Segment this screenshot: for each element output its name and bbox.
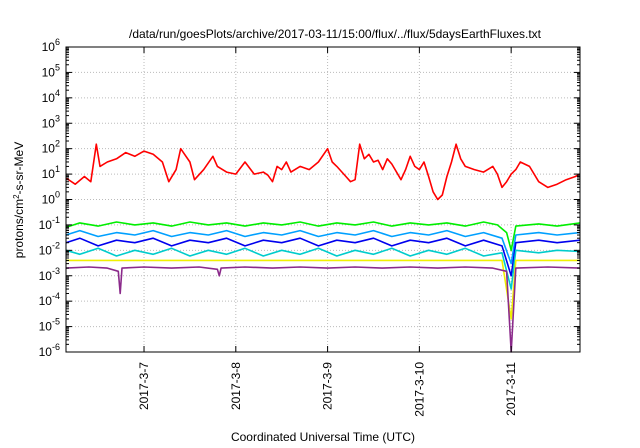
y-tick-label-exp: -3	[52, 266, 60, 276]
y-tick-label-base: 10	[42, 65, 56, 79]
x-tick-label: 2017-3-9	[321, 362, 335, 410]
y-tick-label-exp: -1	[52, 215, 60, 225]
y-tick-label-base: 10	[39, 345, 53, 359]
x-tick-label: 2017-3-7	[137, 362, 151, 410]
y-axis-label-sup: 2	[12, 194, 21, 199]
y-tick-label-base: 10	[39, 243, 53, 257]
y-tick-label: 10-6	[39, 342, 60, 359]
y-tick-label: 10-2	[39, 240, 60, 257]
y-tick-label: 10-5	[39, 317, 60, 334]
y-tick-label-base: 10	[42, 193, 56, 207]
y-tick-label-base: 10	[39, 294, 53, 308]
y-tick-label: 106	[42, 37, 60, 54]
axes: 10-610-510-410-310-210-11001011021031041…	[39, 37, 580, 417]
y-tick-label: 102	[42, 139, 60, 156]
y-axis-label-suffix: -s-sr-MeV	[12, 142, 26, 195]
series-line-3	[65, 237, 581, 277]
x-tick-label: 2017-3-10	[412, 362, 426, 417]
x-axis-label: Coordinated Universal Time (UTC)	[231, 430, 415, 444]
series-lines	[65, 143, 581, 353]
y-tick-label-exp: -6	[52, 342, 60, 352]
y-tick-label-exp: -5	[52, 317, 60, 327]
y-tick-label-base: 10	[42, 142, 56, 156]
y-tick-label: 103	[42, 113, 60, 130]
y-tick-label-base: 10	[39, 320, 53, 334]
plot-frame	[65, 46, 581, 353]
y-axis-label-prefix: protons/cm	[12, 199, 26, 258]
y-tick-label-base: 10	[39, 269, 53, 283]
series-line-6	[65, 266, 581, 353]
y-tick-label: 10-1	[39, 215, 60, 232]
y-tick-label: 100	[42, 190, 60, 207]
y-tick-label-exp: -4	[52, 291, 60, 301]
y-tick-label-base: 10	[42, 167, 56, 181]
x-tick-label: 2017-3-8	[229, 362, 243, 410]
y-tick-label-exp: 3	[55, 113, 60, 123]
y-tick-label-exp: 2	[55, 139, 60, 149]
grid-lines	[66, 47, 580, 352]
y-tick-label-exp: 4	[55, 88, 60, 98]
y-tick-label: 101	[42, 164, 60, 181]
y-tick-label-exp: 6	[55, 37, 60, 47]
series-line-2	[65, 229, 581, 265]
chart-title: /data/run/goesPlots/archive/2017-03-11/1…	[129, 27, 542, 41]
y-tick-label: 10-3	[39, 266, 60, 283]
y-tick-label: 105	[42, 62, 60, 79]
y-tick-label-exp: 0	[55, 190, 60, 200]
y-tick-label-base: 10	[42, 40, 56, 54]
y-tick-label: 104	[42, 88, 60, 105]
y-tick-label-base: 10	[42, 91, 56, 105]
y-tick-label: 10-4	[39, 291, 60, 308]
series-line-1	[65, 221, 581, 252]
series-line-0	[65, 143, 581, 201]
x-tick-label: 2017-3-11	[504, 362, 518, 416]
y-tick-label-base: 10	[42, 116, 56, 130]
y-tick-label-exp: -2	[52, 240, 60, 250]
y-tick-label-exp: 5	[55, 62, 60, 72]
y-tick-label-base: 10	[39, 218, 53, 232]
series-line-5	[66, 259, 580, 320]
y-axis-label: protons/cm2-s-sr-MeV	[12, 142, 27, 258]
y-tick-label-exp: 1	[55, 164, 60, 174]
series-line-4	[65, 247, 581, 290]
